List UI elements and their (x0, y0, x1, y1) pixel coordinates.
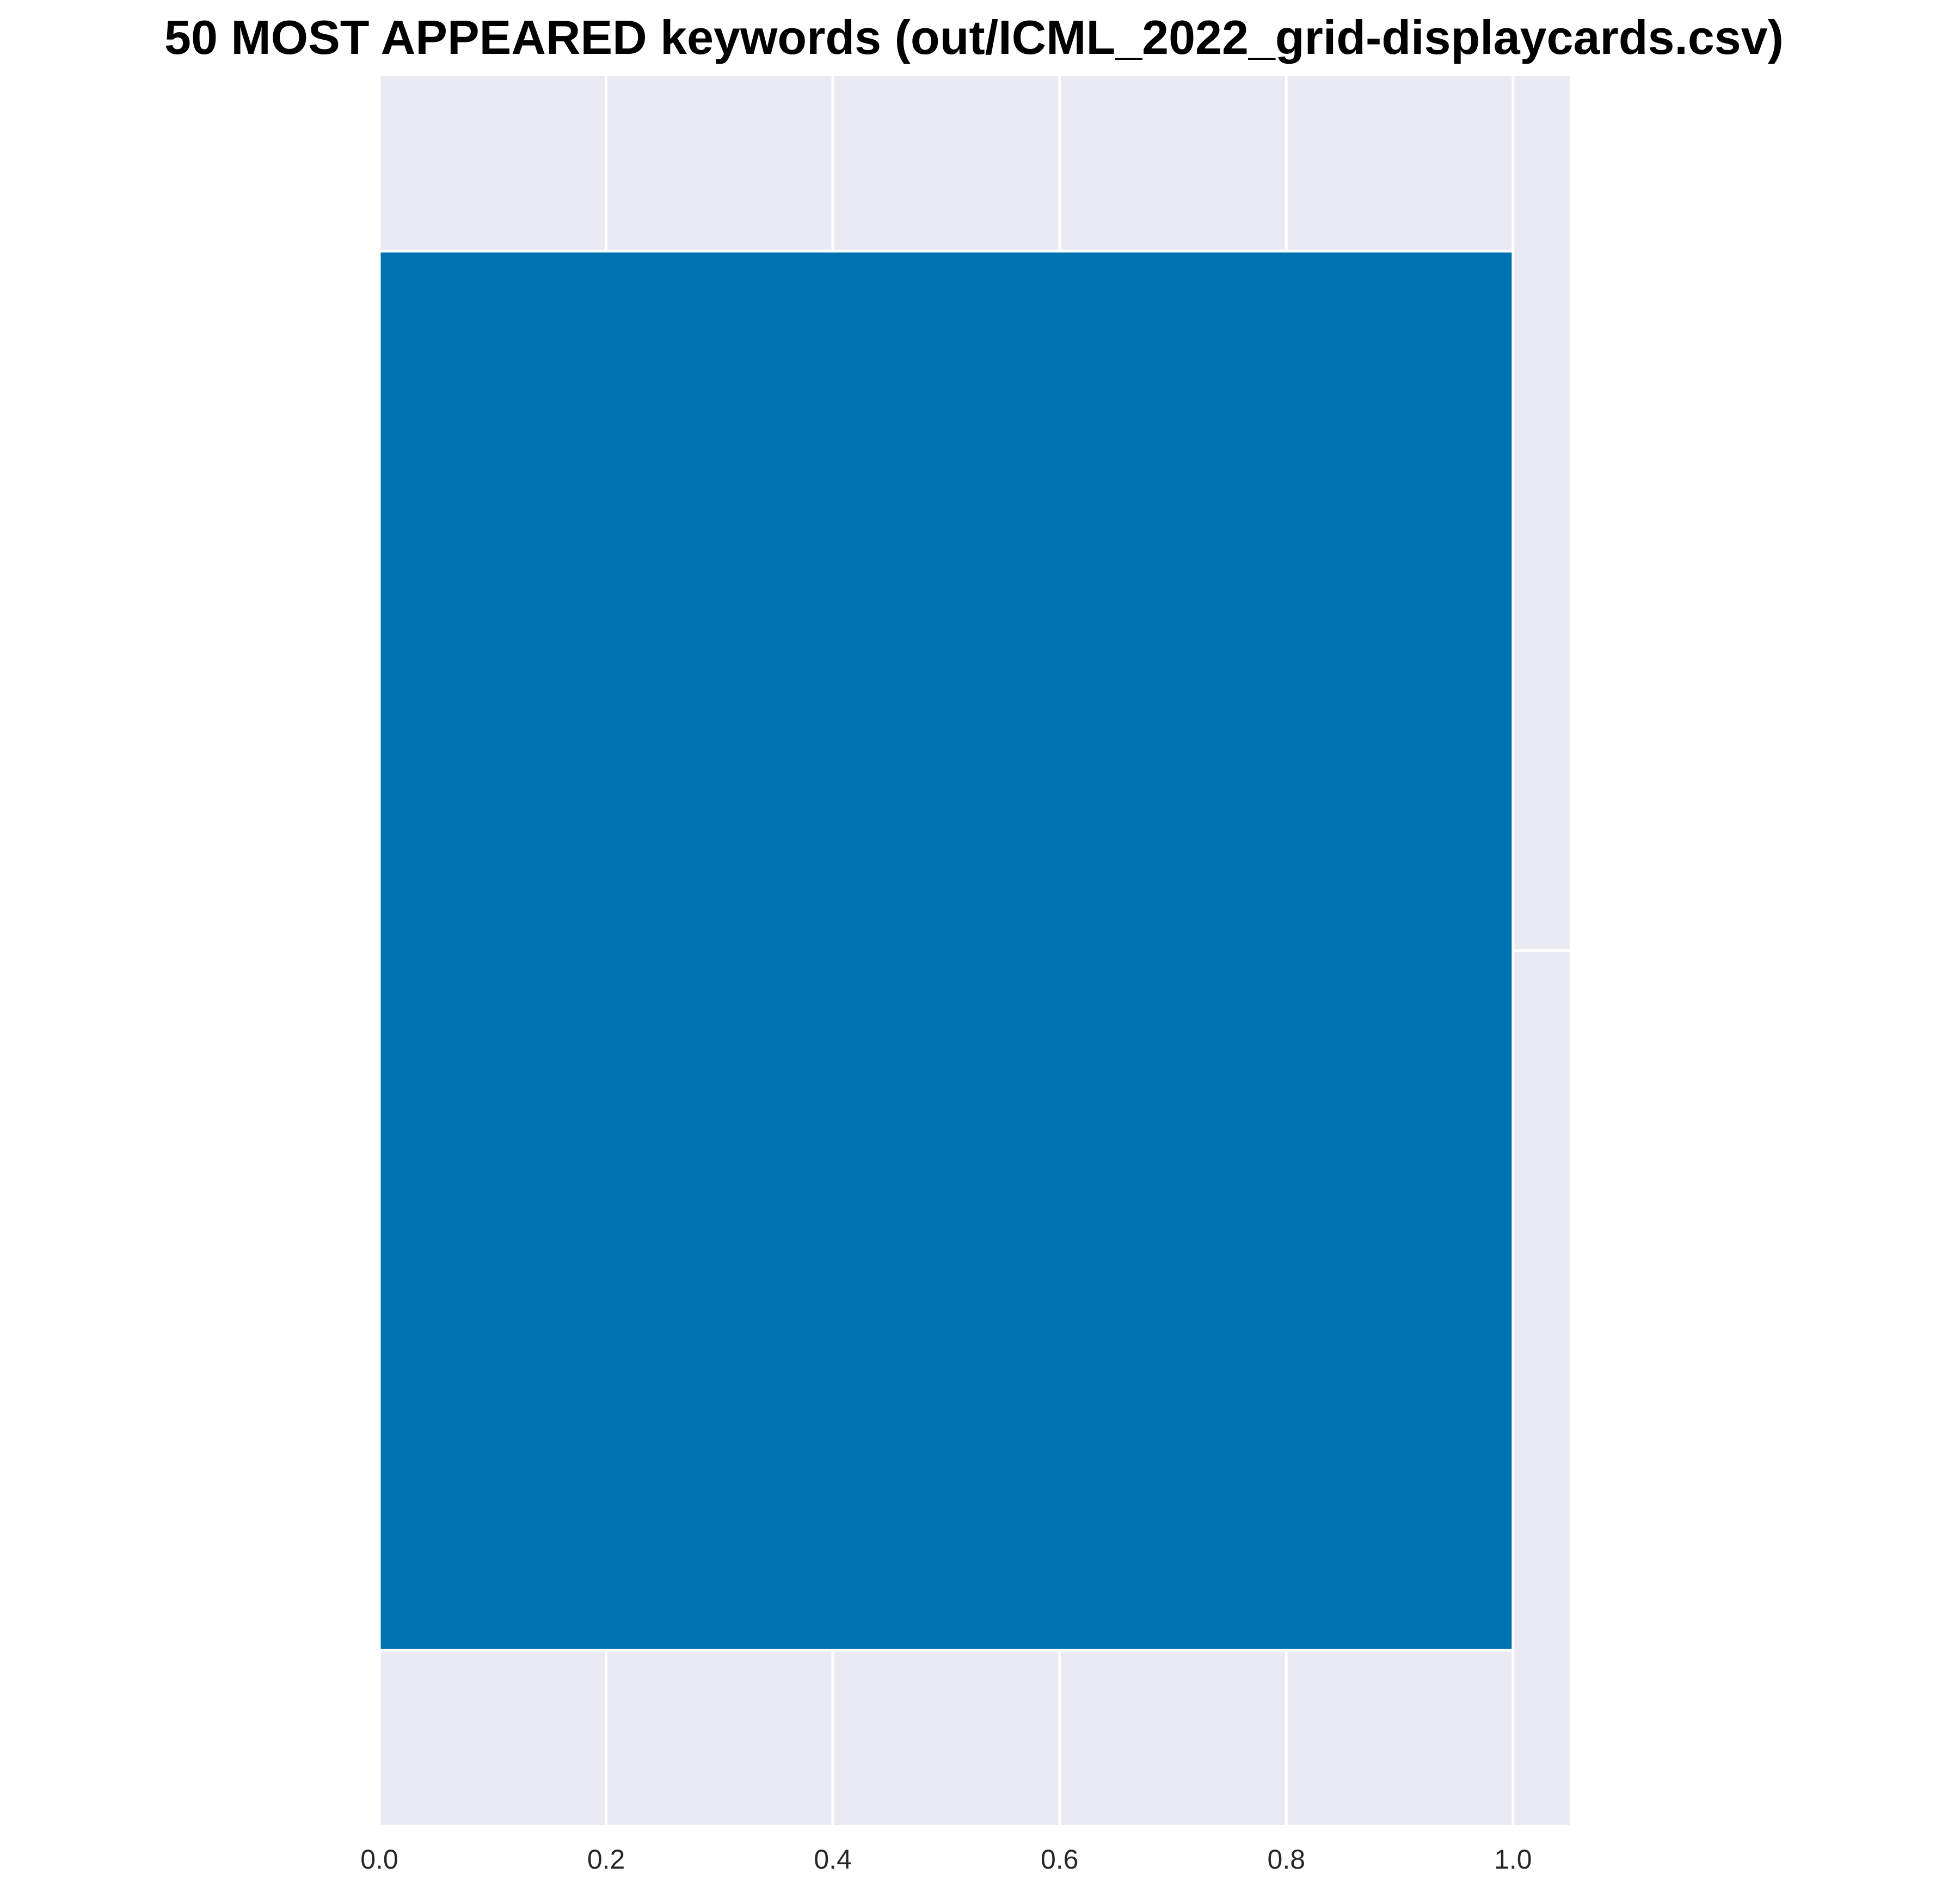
chart-title: 50 MOST APPEARED keywords (out/ICML_2022… (164, 10, 1784, 64)
x-tick-label: 0.0 (360, 1844, 398, 1875)
x-tick-label: 0.2 (587, 1844, 625, 1875)
x-tick-label: 0.8 (1268, 1844, 1306, 1875)
bars (378, 249, 1515, 1652)
x-tick-label: 0.6 (1041, 1844, 1079, 1875)
bar (378, 249, 1515, 1652)
x-tick-label: 0.4 (814, 1844, 852, 1875)
x-tick-label: 1.0 (1494, 1844, 1532, 1875)
x-axis-ticks: 0.0 0.2 0.4 0.6 0.8 1.0 (360, 1844, 1532, 1875)
